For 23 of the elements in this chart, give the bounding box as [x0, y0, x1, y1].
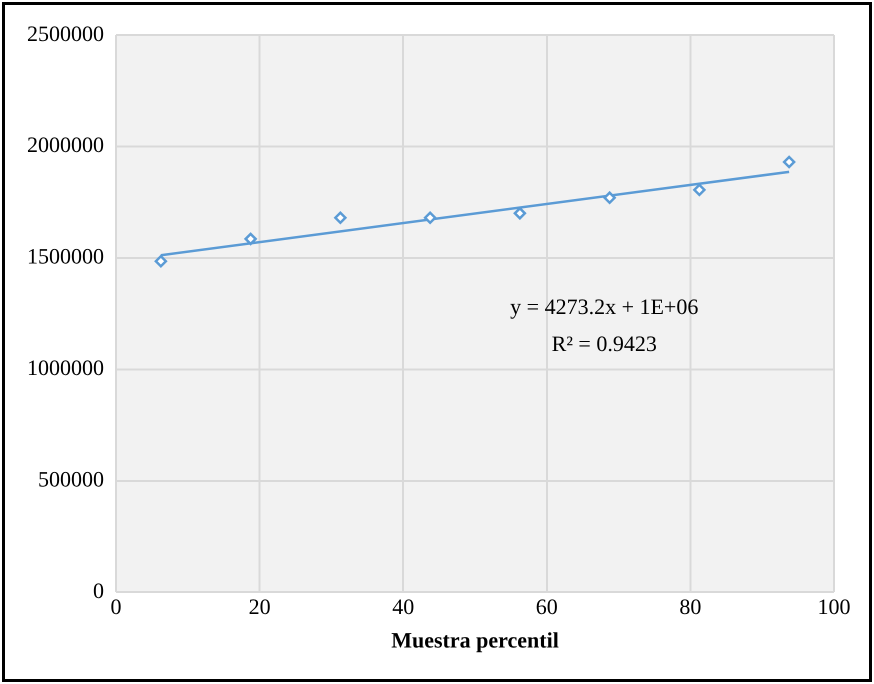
point [514, 207, 526, 220]
x-tick-label: 40 [392, 594, 414, 620]
x-tick-label: 0 [110, 594, 122, 620]
y-tick-label: 0 [93, 578, 104, 603]
point [334, 212, 347, 224]
x-tick-label: 60 [536, 594, 558, 620]
point [603, 191, 616, 204]
y-tick-label: 1000000 [27, 355, 104, 380]
x-tick-label: 20 [248, 594, 271, 620]
point [154, 254, 168, 268]
y-tick-label: 2500000 [27, 20, 104, 46]
annotation: R² = 0.9423 [552, 331, 657, 356]
y-tick-label: 2000000 [27, 132, 104, 158]
y-tick-label: 500000 [38, 466, 104, 492]
point [424, 212, 436, 224]
x-axis-title: Muestra percentil [391, 627, 559, 652]
x-tick-label: 100 [818, 594, 850, 620]
x-tick-label: 80 [679, 594, 702, 620]
point [244, 232, 257, 246]
point [782, 156, 796, 168]
y-tick-label: 1500000 [27, 244, 104, 269]
annotation: y = 4273.2x + 1E+06 [510, 294, 698, 319]
point [693, 184, 706, 196]
